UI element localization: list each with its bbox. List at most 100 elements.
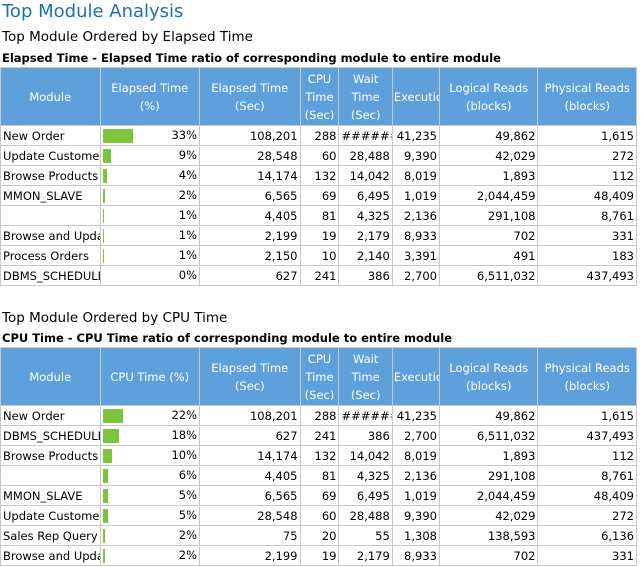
wait-cell: 2,179 (338, 225, 393, 246)
col-header-executions[interactable]: Executions (391, 67, 440, 126)
pct-cell: 5% (99, 485, 200, 506)
physical-reads-cell: 437,493 (537, 425, 637, 446)
physical-reads-cell: 331 (537, 545, 637, 566)
table-row[interactable]: DBMS_SCHEDULER 18%6272413862,7006,511,032… (0, 425, 637, 446)
cpu-cell: 10 (299, 245, 340, 266)
logical-reads-cell: 2,044,459 (438, 185, 539, 206)
table-row[interactable]: MMON_SLAVE 2% 6,565 69 6,495 1,019 2,044,459 48… (0, 185, 637, 206)
pct-value: 18% (171, 428, 197, 442)
pct-bar (102, 449, 112, 463)
col-header-elapsed[interactable]: Elapsed Time (Sec) (199, 347, 301, 406)
elapsed-cell: 4,405 (199, 465, 301, 486)
table-row[interactable]: 6% 4,405 81 4,325 2,136 291,108 8,761 (0, 465, 637, 486)
physical-reads-cell: 272 (537, 505, 637, 526)
col-header-cpu[interactable]: CPU Time (Sec) (299, 347, 340, 406)
elapsed-cell: 108,201 (199, 125, 301, 146)
col-header-executions[interactable]: Executions (391, 347, 440, 406)
module-cell: Browse and Update Orders (0, 545, 101, 566)
module-cell: MMON_SLAVE (0, 485, 101, 506)
table-row[interactable]: DBMS_SCHEDULER 0%6272413862,7006,511,0324… (0, 265, 637, 286)
module-cell (0, 205, 101, 226)
wait-cell: 4,325 (338, 205, 393, 226)
elapsed-cell: 14,174 (199, 445, 301, 466)
col-header-physical-reads[interactable]: Physical Reads (blocks) (537, 67, 637, 126)
table-row[interactable]: Update Customer 5% 28,548 60 28,488 9,390 42,0… (0, 505, 637, 526)
table-row[interactable]: Sales Rep Query 2% 75 20 55 1,308 138,593 6,136 (0, 525, 637, 546)
table-row[interactable]: MMON_SLAVE 5% 6,565 69 6,495 1,019 2,044,459 48… (0, 485, 637, 506)
col-header-pct[interactable]: CPU Time (%) (99, 347, 200, 406)
col-header-elapsed[interactable]: Elapsed Time (Sec) (199, 67, 301, 126)
logical-reads-cell: 2,044,459 (438, 485, 539, 506)
wait-cell: ###### (338, 405, 393, 426)
module-cell: Update Customer (0, 505, 101, 526)
pct-bar (102, 509, 108, 523)
cpu-cell: 288 (299, 405, 340, 426)
pct-cell: 2% (99, 525, 200, 546)
table-row[interactable]: Browse and Update Orders 1%2,199192,1798,… (0, 225, 637, 246)
cpu-cell: 81 (299, 205, 340, 226)
col-header-logical-reads[interactable]: Logical Reads (blocks) (438, 67, 539, 126)
pct-value: 0% (178, 268, 197, 282)
pct-value: 33% (171, 128, 197, 142)
pct-cell: 33% (99, 125, 200, 146)
pct-bar (102, 209, 104, 223)
pct-cell: 1% (99, 245, 200, 266)
table-row[interactable]: 1% 4,405 81 4,325 2,136 291,108 8,761 (0, 205, 637, 226)
wait-cell: 6,495 (338, 485, 393, 506)
col-header-module[interactable]: Module (0, 347, 101, 406)
logical-reads-cell: 6,511,032 (438, 425, 539, 446)
pct-value: 5% (178, 488, 197, 502)
section-title-elapsed: Top Module Ordered by Elapsed Time (2, 29, 253, 45)
cpu-cell: 60 (299, 505, 340, 526)
table-row[interactable]: New Order 33%108,201288######41,23549,862… (0, 125, 637, 146)
col-header-wait[interactable]: Wait Time (Sec) (338, 67, 393, 126)
table-row[interactable]: Update Customer 9% 28,548 60 28,488 9,390 42,0… (0, 145, 637, 166)
table-row[interactable]: Process Orders 1% 2,150 10 2,140 3,391 491 183 (0, 245, 637, 266)
module-cell: DBMS_SCHEDULER (0, 425, 101, 446)
wait-cell: 386 (338, 425, 393, 446)
pct-value: 6% (178, 468, 197, 482)
pct-cell: 22% (99, 405, 200, 426)
wait-cell: 2,179 (338, 545, 393, 566)
executions-cell: 9,390 (391, 505, 440, 526)
cpu-cell: 69 (299, 485, 340, 506)
physical-reads-cell: 112 (537, 445, 637, 466)
pct-bar (102, 489, 108, 503)
col-header-logical-reads[interactable]: Logical Reads (blocks) (438, 347, 539, 406)
col-header-physical-reads[interactable]: Physical Reads (blocks) (537, 347, 637, 406)
logical-reads-cell: 491 (438, 245, 539, 266)
table-row[interactable]: Browse and Update Orders 2%2,199192,1798,… (0, 545, 637, 566)
physical-reads-cell: 6,136 (537, 525, 637, 546)
logical-reads-cell: 702 (438, 545, 539, 566)
pct-value: 1% (178, 208, 197, 222)
col-header-wait[interactable]: Wait Time (Sec) (338, 347, 393, 406)
cpu-cell: 132 (299, 165, 340, 186)
table-row[interactable]: Browse Products 4% 14,174 132 14,042 8,019 1,8… (0, 165, 637, 186)
pct-cell: 18% (99, 425, 200, 446)
pct-value: 2% (178, 528, 197, 542)
col-header-cpu[interactable]: CPU Time (Sec) (299, 67, 340, 126)
pct-value: 4% (178, 168, 197, 182)
physical-reads-cell: 48,409 (537, 485, 637, 506)
table-header-row: Module CPU Time (%) Elapsed Time (Sec) C… (0, 347, 637, 406)
physical-reads-cell: 8,761 (537, 205, 637, 226)
table-row[interactable]: New Order 22%108,201288######41,23549,862… (0, 405, 637, 426)
pct-value: 5% (178, 508, 197, 522)
col-header-pct[interactable]: Elapsed Time (%) (99, 67, 200, 126)
cpu-cell: 19 (299, 225, 340, 246)
executions-cell: 8,933 (391, 545, 440, 566)
elapsed-cell: 6,565 (199, 485, 301, 506)
pct-value: 2% (178, 548, 197, 562)
table-row[interactable]: Browse Products 10% 14,174 132 14,042 8,019 1,… (0, 445, 637, 466)
pct-bar (102, 249, 104, 263)
elapsed-cell: 75 (199, 525, 301, 546)
pct-cell: 1% (99, 205, 200, 226)
col-header-module[interactable]: Module (0, 67, 101, 126)
executions-cell: 1,019 (391, 485, 440, 506)
logical-reads-cell: 702 (438, 225, 539, 246)
logical-reads-cell: 138,593 (438, 525, 539, 546)
physical-reads-cell: 48,409 (537, 185, 637, 206)
executions-cell: 2,136 (391, 205, 440, 226)
pct-bar (102, 169, 107, 183)
wait-cell: 386 (338, 265, 393, 286)
